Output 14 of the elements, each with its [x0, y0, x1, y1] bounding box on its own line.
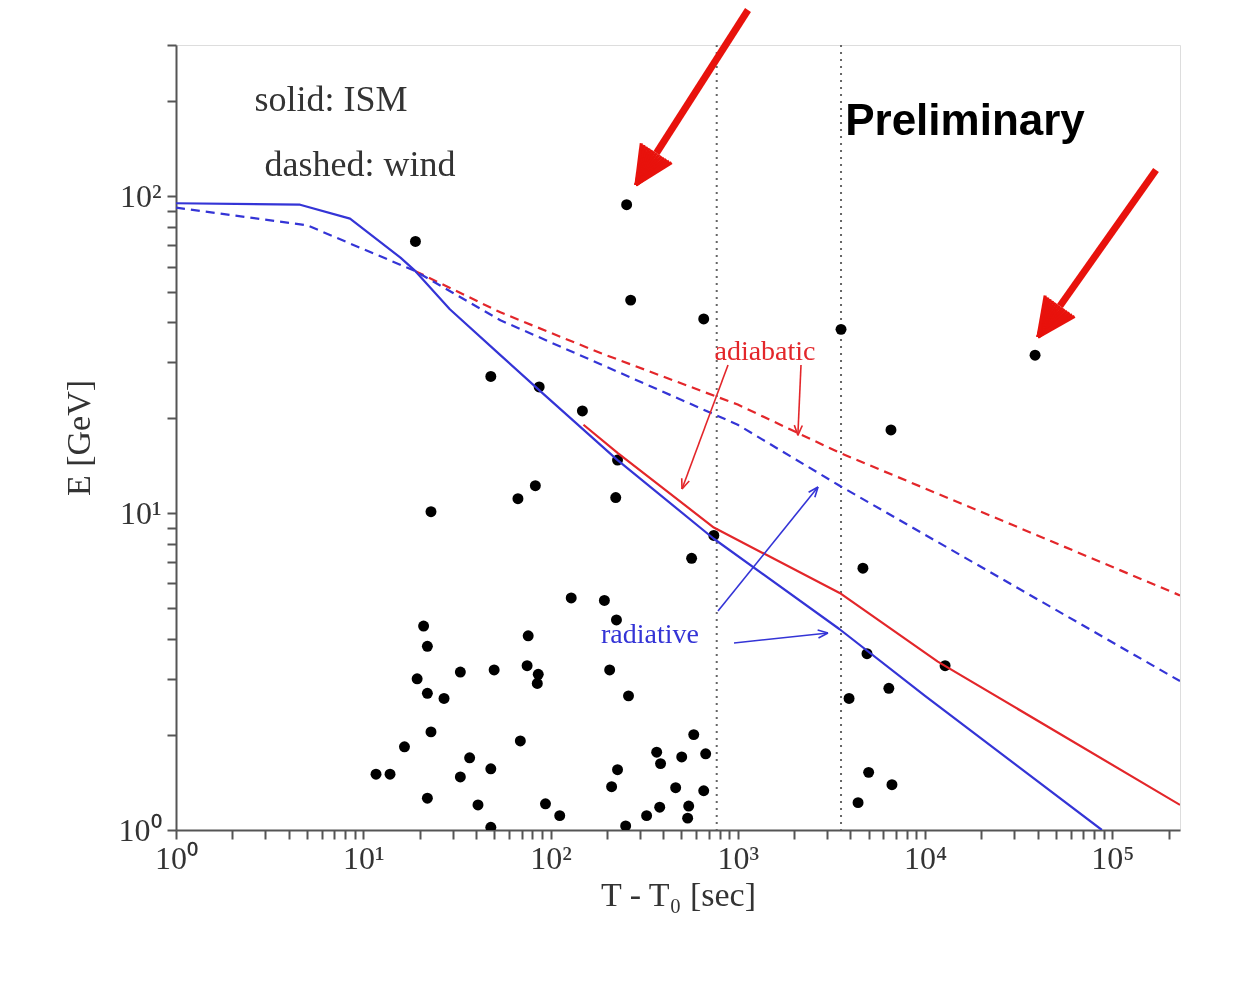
y-tick-label: 10¹: [119, 494, 162, 531]
x-tick-label: 10³: [717, 839, 760, 876]
x-tick-label: 10⁴: [903, 839, 948, 876]
annotation: Preliminary: [845, 95, 1086, 144]
annotation: radiative: [601, 618, 699, 649]
x-tick-label: 10²: [530, 839, 572, 876]
y-tick-label: 10²: [119, 177, 162, 214]
x-tick-label: 10¹: [342, 839, 385, 876]
annotation: dashed: wind: [264, 144, 456, 184]
x-axis-title: T - T₀ [sec]: [600, 875, 757, 913]
y-axis-title: E [GeV]: [59, 379, 97, 497]
x-tick-label: 10⁵: [1091, 839, 1135, 876]
annotation: solid: ISM: [254, 79, 408, 119]
annotation: adiabatic: [714, 335, 816, 366]
